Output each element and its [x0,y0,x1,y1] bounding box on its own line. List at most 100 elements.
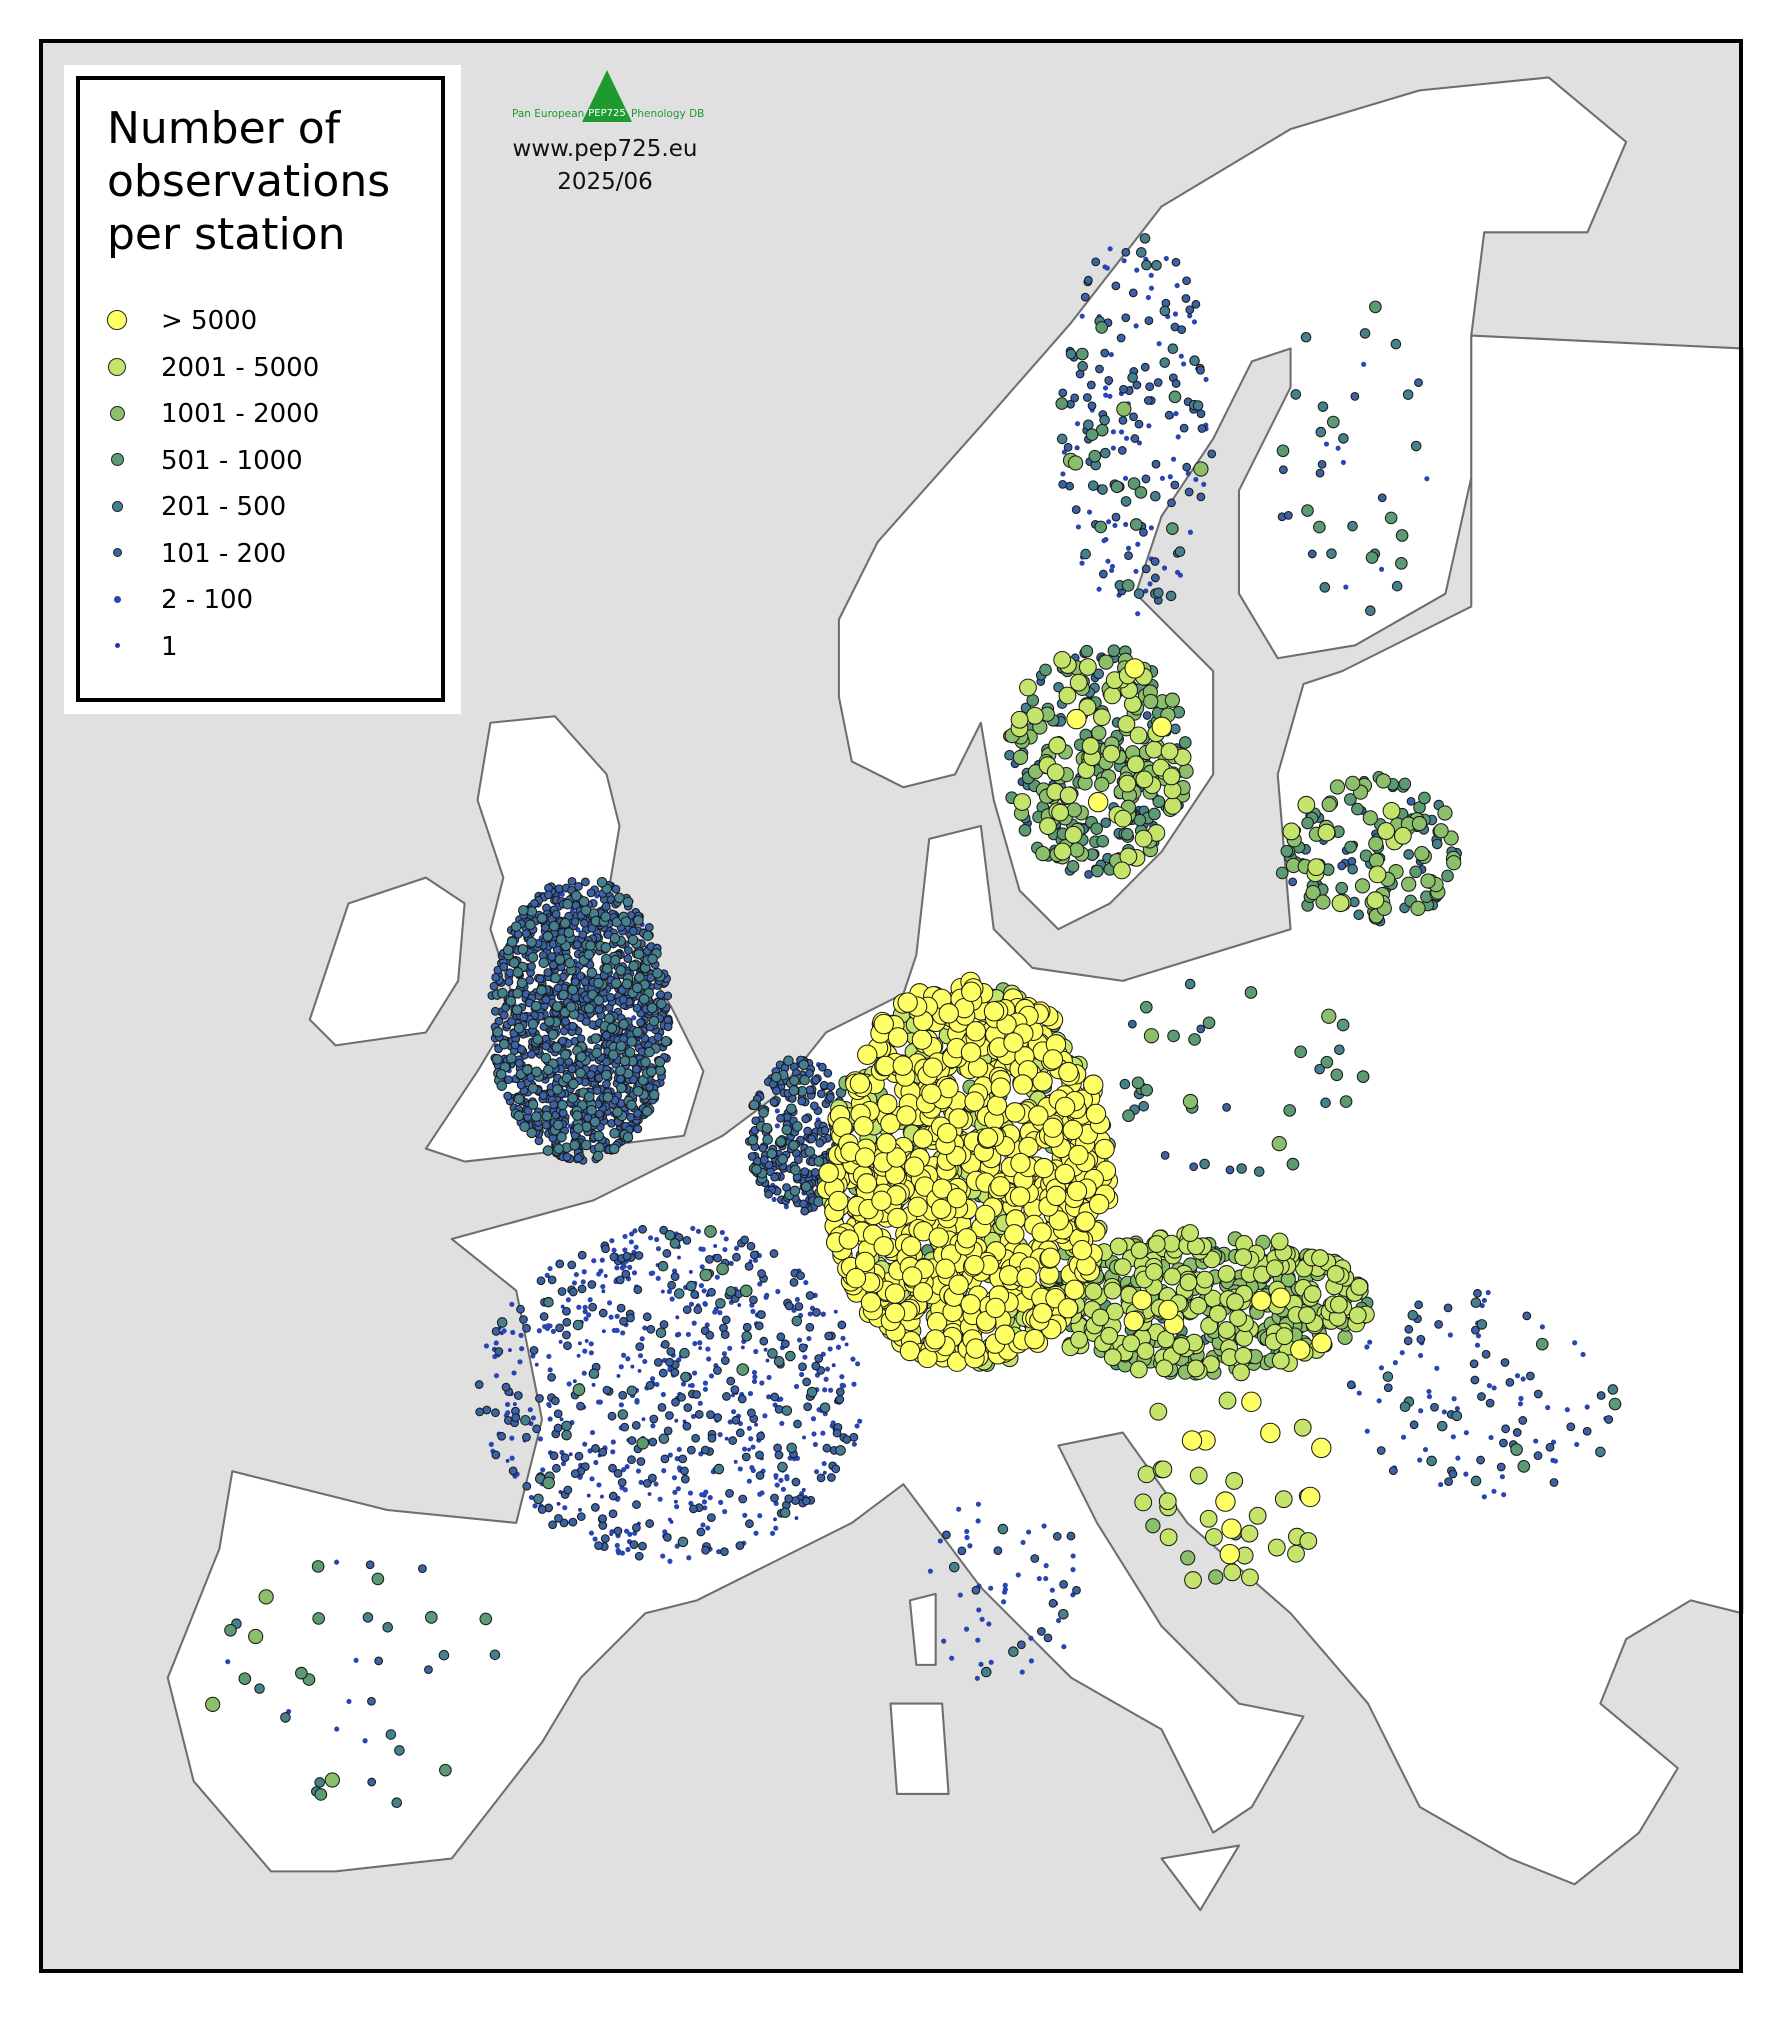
station-point [362,1612,374,1623]
station-point [517,1044,526,1054]
station-point [1122,1334,1140,1353]
station-point [699,1268,713,1282]
station-point [1174,283,1180,289]
station-point [762,1413,768,1419]
station-point [1043,1563,1049,1569]
station-point [1196,492,1206,502]
station-point [746,1408,756,1418]
station-point [1135,247,1147,258]
station-point [1248,1506,1267,1525]
station-point [1193,461,1209,477]
station-point [669,1238,681,1249]
station-point [705,1330,715,1340]
station-point [513,1110,525,1122]
station-point [779,1420,785,1426]
station-point [707,1433,717,1443]
station-point [602,1057,611,1067]
station-point [1164,410,1174,420]
station-point [519,1121,530,1132]
station-point [1159,357,1171,368]
station-point [248,1628,264,1645]
station-point [638,993,650,1005]
station-point [529,1345,539,1355]
station-point [911,1029,933,1050]
station-point [537,1505,547,1514]
station-point [738,1494,748,1504]
station-point [1343,584,1349,590]
station-point [1446,855,1462,871]
station-point [753,1530,759,1536]
station-point [697,1340,703,1346]
station-point [770,1493,779,1503]
station-point [1103,686,1122,705]
station-point [1052,1531,1062,1541]
station-point [522,1481,532,1491]
station-point [1109,1237,1128,1256]
station-point [1134,486,1148,499]
station-point [424,1611,438,1624]
station-point [1150,557,1160,566]
station-point [783,1055,794,1067]
station-point [1171,257,1181,267]
station-point [706,1513,716,1523]
station-point [620,916,632,927]
station-point [547,1265,553,1272]
station-point [593,977,604,989]
station-point [438,1649,450,1661]
station-point [1181,1224,1199,1242]
station-point [817,1062,827,1072]
station-point [810,1167,820,1177]
station-point [653,1032,663,1042]
station-point [1110,429,1116,435]
land-sardinia [889,1702,950,1795]
station-point [1063,442,1073,452]
station-point [688,1301,695,1307]
station-point [730,1393,735,1398]
land-corsica [908,1592,937,1666]
station-point [1145,1262,1163,1281]
station-point [617,1409,629,1420]
station-point [747,1447,752,1452]
station-point [588,1302,598,1312]
station-point [631,1015,637,1021]
station-point [514,1058,524,1068]
station-point [699,1492,705,1498]
station-point [687,1490,694,1496]
station-point [1286,1157,1300,1171]
station-point [1091,864,1104,878]
station-point [497,1431,507,1441]
station-point [1167,1029,1180,1043]
station-point [1311,1332,1332,1354]
station-point [773,1443,782,1453]
station-point [600,911,611,923]
station-point [1293,1418,1312,1437]
station-point [616,1550,622,1556]
station-point [757,1269,766,1278]
station-point [1153,378,1163,387]
station-point [732,1252,741,1262]
station-point [1135,541,1141,547]
station-point [535,974,545,984]
station-point [752,1374,758,1380]
station-point [1071,505,1081,515]
station-point [608,1314,614,1320]
station-point [536,984,547,996]
station-point [654,1381,660,1388]
station-point [812,1308,821,1317]
station-point [536,1276,546,1286]
station-point [606,1023,618,1034]
station-point [1111,512,1121,522]
station-point [1290,1339,1311,1360]
station-point [576,1512,586,1521]
station-point [1103,1281,1122,1300]
station-point [1481,1297,1487,1303]
station-point [1145,294,1151,301]
station-point [632,1500,641,1509]
station-point [1080,292,1090,302]
station-point [1326,1265,1345,1283]
station-point [334,1726,340,1732]
station-point [565,1001,577,1013]
station-point [511,1004,523,1016]
station-point [1411,815,1428,832]
